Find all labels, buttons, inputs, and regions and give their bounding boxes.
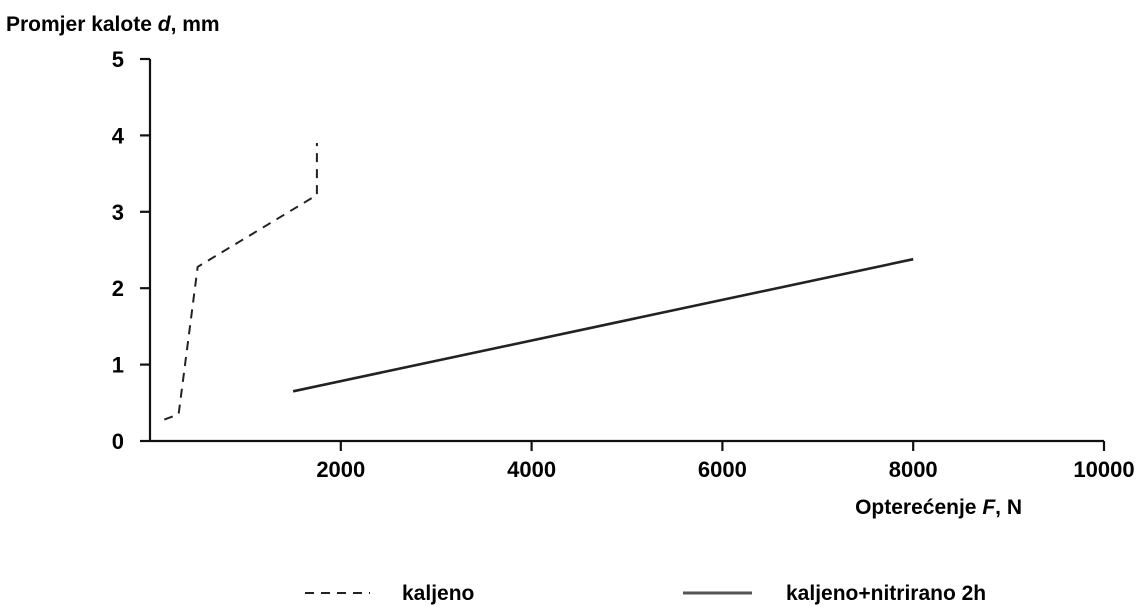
x-tick-label: 10000 [1073,457,1134,482]
x-axis-label-prefix: Opterećenje [855,496,982,519]
legend-item-kaljeno: kaljeno [305,582,474,605]
legend-label-kaljeno-nitrirano: kaljeno+nitrirano 2h [786,582,986,605]
y-ticks: 0 1 2 3 4 5 [112,47,150,454]
x-axis-label-variable: F [982,496,996,519]
y-tick-label: 5 [112,47,124,72]
y-tick-label: 2 [112,276,124,301]
y-tick-label: 1 [112,353,124,378]
series-line-kaljeno [163,143,318,421]
legend-item-kaljeno-nitrirano: kaljeno+nitrirano 2h [683,582,986,605]
y-axis-label: Promjer kalote d, mm [6,13,220,36]
y-axis-label-suffix: , mm [171,13,220,36]
x-tick-label: 6000 [698,457,747,482]
series-layer [163,143,914,421]
x-tick-label: 2000 [316,457,365,482]
series-line-kaljeno-nitrirano [292,257,914,393]
x-axis-label-suffix: , N [995,496,1022,519]
y-axis-label-prefix: Promjer kalote [6,13,158,36]
y-tick-label: 4 [112,123,125,148]
y-tick-label: 3 [112,200,124,225]
x-tick-label: 8000 [889,457,938,482]
x-ticks: 2000 4000 6000 8000 10000 [316,441,1135,482]
legend-label-kaljeno: kaljeno [402,582,474,605]
x-tick-label: 4000 [507,457,556,482]
x-axis-label: Opterećenje F, N [855,496,1022,519]
y-axis-label-variable: d [158,13,172,36]
legend: kaljeno kaljeno+nitrirano 2h [305,582,986,605]
y-tick-label: 0 [112,429,124,454]
